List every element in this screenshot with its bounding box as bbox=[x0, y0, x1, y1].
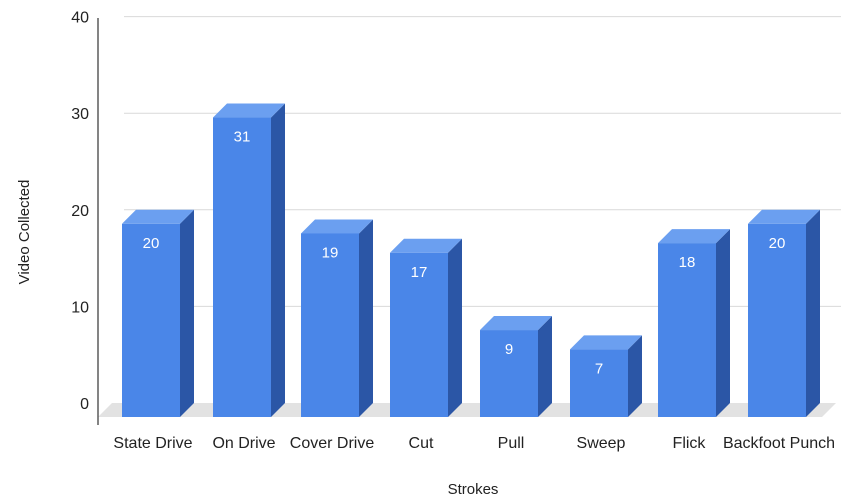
y-tick-label: 0 bbox=[80, 396, 89, 413]
bar-top bbox=[122, 209, 194, 224]
bar-top bbox=[480, 316, 552, 331]
x-tick-label: On Drive bbox=[212, 435, 275, 452]
y-axis-ticks: 0 10 20 30 40 bbox=[71, 10, 89, 413]
x-tick-label: Cut bbox=[409, 435, 434, 452]
bar-state-drive: 20 bbox=[122, 209, 194, 417]
bar-pull: 9 bbox=[480, 316, 552, 417]
y-tick-label: 40 bbox=[71, 10, 89, 27]
y-axis-title: Video Collected bbox=[16, 180, 33, 285]
bar-side bbox=[180, 209, 194, 417]
bar-front bbox=[748, 223, 806, 417]
data-label: 18 bbox=[679, 254, 696, 271]
bar-front bbox=[301, 233, 359, 417]
bar-front bbox=[658, 243, 716, 417]
data-label: 20 bbox=[769, 235, 786, 252]
bars: 20 31 19 17 9 7 18 20 bbox=[122, 103, 820, 417]
bar-top bbox=[748, 209, 820, 224]
bar-top bbox=[213, 103, 285, 118]
data-label: 19 bbox=[322, 244, 339, 261]
bar-cut: 17 bbox=[390, 238, 462, 417]
data-label: 7 bbox=[595, 360, 603, 377]
bar-sweep: 7 bbox=[570, 335, 642, 417]
bar-side bbox=[538, 316, 552, 417]
data-label: 9 bbox=[505, 341, 513, 358]
y-tick-label: 30 bbox=[71, 106, 89, 123]
x-axis-ticks: State Drive On Drive Cover Drive Cut Pull Swe… bbox=[113, 435, 835, 452]
data-label: 31 bbox=[234, 129, 251, 146]
bar-side bbox=[716, 229, 730, 417]
y-tick-label: 10 bbox=[71, 299, 89, 316]
bar-front bbox=[480, 330, 538, 417]
x-tick-label: Sweep bbox=[577, 435, 626, 452]
bar-side bbox=[271, 103, 285, 417]
bar-backfoot-punch: 20 bbox=[748, 209, 820, 417]
bar-side bbox=[806, 209, 820, 417]
x-tick-label: Backfoot Punch bbox=[723, 435, 835, 452]
x-tick-label: Flick bbox=[673, 435, 707, 452]
data-label: 20 bbox=[143, 235, 160, 252]
bar-side bbox=[628, 335, 642, 417]
floor-plane bbox=[98, 403, 836, 417]
bar-cover-drive: 19 bbox=[301, 219, 373, 417]
bar-top bbox=[301, 219, 373, 234]
bar-top bbox=[570, 335, 642, 350]
chart-floor bbox=[98, 403, 836, 417]
bar-top bbox=[658, 229, 730, 244]
bar-front bbox=[122, 223, 180, 417]
x-axis-title: Strokes bbox=[448, 481, 499, 498]
bar-on-drive: 31 bbox=[213, 103, 285, 417]
bar-side bbox=[359, 219, 373, 417]
bar-front bbox=[570, 349, 628, 417]
x-tick-label: State Drive bbox=[113, 435, 192, 452]
bar-front bbox=[213, 117, 271, 417]
bar-top bbox=[390, 238, 462, 253]
data-label: 17 bbox=[411, 264, 428, 281]
x-tick-label: Pull bbox=[498, 435, 525, 452]
y-tick-label: 20 bbox=[71, 203, 89, 220]
bar-side bbox=[448, 238, 462, 417]
bar-flick: 18 bbox=[658, 229, 730, 417]
x-tick-label: Cover Drive bbox=[290, 435, 375, 452]
bar-front bbox=[390, 252, 448, 417]
